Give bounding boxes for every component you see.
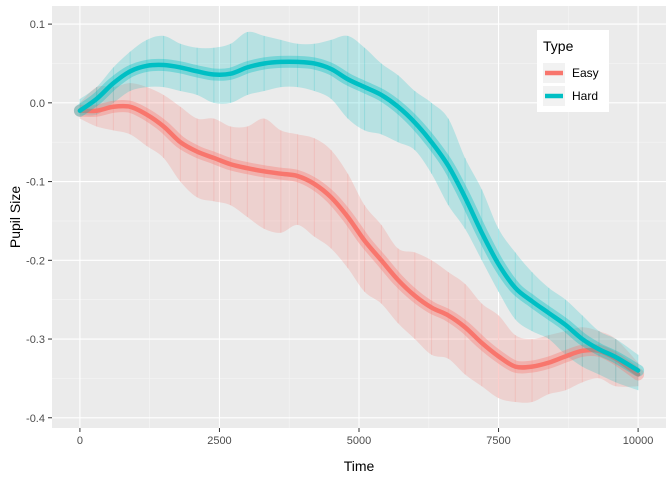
series-line-hard: [77, 59, 641, 373]
x-axis-title: Time: [344, 458, 375, 474]
legend-title: Type: [543, 38, 574, 54]
y-tick-label: 0.0: [30, 98, 45, 110]
y-tick-label: 0.1: [30, 19, 45, 31]
y-tick-label: -0.3: [26, 334, 45, 346]
y-axis-title: Pupil Size: [7, 186, 23, 248]
legend-label-hard: Hard: [572, 89, 598, 103]
x-tick-label: 0: [77, 435, 83, 447]
major-gridlines: [52, 6, 666, 428]
x-tick-label: 2500: [207, 435, 231, 447]
series-line-easy: [77, 103, 641, 377]
x-tick-label: 10000: [623, 435, 654, 447]
legend-label-easy: Easy: [572, 66, 599, 80]
y-tick-label: -0.2: [26, 255, 45, 267]
legend: Type Easy Hard: [537, 30, 609, 112]
y-tick-label: -0.4: [26, 413, 45, 425]
x-tick-label: 5000: [347, 435, 371, 447]
x-axis-ticks: 0 2500 5000 7500 10000: [77, 428, 654, 447]
series-lines: [73, 55, 645, 381]
y-tick-label: -0.1: [26, 177, 45, 189]
x-tick-label: 7500: [486, 435, 510, 447]
y-axis-ticks: 0.1 0.0 -0.1 -0.2 -0.3 -0.4: [26, 19, 52, 425]
legend-items: Easy Hard: [543, 63, 599, 106]
ribbon-easy: [79, 83, 639, 403]
